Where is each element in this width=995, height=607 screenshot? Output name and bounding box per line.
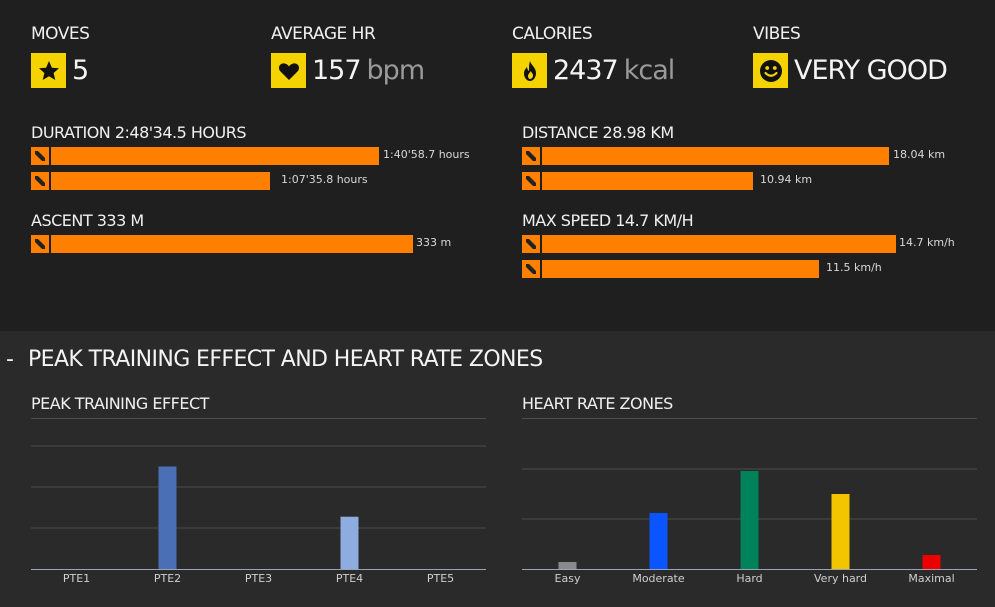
bar-moderate[interactable] (649, 513, 668, 569)
average-hr-value: 157 (312, 55, 362, 86)
duration-bar-2-fill (51, 172, 270, 190)
tick-label: PTE1 (63, 572, 90, 585)
vibes-label: VIBES (753, 24, 801, 44)
ascent-bar-1-fill (51, 235, 413, 253)
ascent-bar-1-label: 333 m (416, 236, 452, 249)
duration-bar-1-fill (51, 147, 379, 165)
star-icon (31, 53, 66, 88)
bar-pte4[interactable] (340, 516, 359, 569)
max-speed-bar-2-fill (542, 260, 819, 278)
calories-stat: CALORIES 2437 kcal (512, 24, 675, 88)
section-title: PEAK TRAINING EFFECT AND HEART RATE ZONE… (28, 347, 543, 372)
average-hr-label: AVERAGE HR (271, 24, 376, 44)
calories-unit: kcal (623, 55, 676, 86)
max-speed-bar-1-label: 14.7 km/h (899, 236, 955, 249)
shoe-icon (31, 235, 49, 253)
moves-label: MOVES (31, 24, 90, 44)
calories-label: CALORIES (512, 24, 593, 44)
average-hr-unit: bpm (366, 55, 426, 86)
duration-bar-2-label: 1:07'35.8 hours (281, 173, 368, 186)
tick-label: Hard (736, 572, 762, 585)
pte-divider (31, 418, 486, 419)
tick-label: PTE5 (427, 572, 454, 585)
pte-chart: PTE1 PTE2 PTE3 PTE4 PTE5 (31, 445, 486, 585)
hr-zones-chart: Easy Moderate Hard Very hard Maximal (522, 468, 977, 585)
bar-hard[interactable] (740, 471, 759, 569)
tick-label: Moderate (632, 572, 685, 585)
moves-value: 5 (72, 55, 89, 86)
tick-label: Maximal (908, 572, 954, 585)
shoe-icon (522, 260, 540, 278)
shoe-icon (31, 147, 49, 165)
distance-bar-1-fill (542, 147, 889, 165)
tick-label: Very hard (814, 572, 867, 585)
tick-label: PTE3 (245, 572, 272, 585)
shoe-icon (522, 147, 540, 165)
distance-bar-1-label: 18.04 km (893, 148, 946, 161)
tick-label: PTE2 (154, 572, 181, 585)
distance-bar-2-label: 10.94 km (760, 173, 813, 186)
collapse-toggle[interactable]: - (6, 347, 14, 372)
pte-chart-title: PEAK TRAINING EFFECT (31, 394, 209, 413)
shoe-icon (522, 235, 540, 253)
smiley-icon (753, 53, 788, 88)
bar-maximal[interactable] (922, 555, 941, 569)
distance-title: DISTANCE 28.98 KM (522, 123, 674, 142)
ascent-title: ASCENT 333 M (31, 211, 144, 230)
distance-bar-2-fill (542, 172, 753, 190)
tick-label: PTE4 (336, 572, 363, 585)
bar-pte2[interactable] (158, 466, 177, 570)
average-hr-stat: AVERAGE HR 157 bpm (271, 24, 425, 88)
moves-stat: MOVES 5 (31, 24, 90, 88)
summary-panel: MOVES 5 AVERAGE HR 157 bpm CALORIES 2437… (31, 24, 955, 278)
heart-icon (271, 53, 306, 88)
max-speed-title: MAX SPEED 14.7 KM/H (522, 211, 694, 230)
vibes-stat: VIBES VERY GOOD (753, 24, 948, 88)
duration-title: DURATION 2:48'34.5 HOURS (31, 123, 247, 142)
tick-label: Easy (555, 572, 581, 585)
shoe-icon (31, 172, 49, 190)
max-speed-bar-1-fill (542, 235, 896, 253)
vibes-value: VERY GOOD (794, 55, 948, 86)
duration-bar-1-label: 1:40'58.7 hours (383, 148, 470, 161)
hr-zones-divider (522, 418, 977, 419)
shoe-icon (522, 172, 540, 190)
max-speed-bar-2-label: 11.5 km/h (826, 261, 882, 274)
flame-icon (512, 53, 547, 88)
bar-very-hard[interactable] (831, 494, 850, 569)
hr-zones-chart-title: HEART RATE ZONES (522, 394, 673, 413)
bar-easy[interactable] (558, 562, 577, 569)
calories-value: 2437 (553, 55, 619, 86)
